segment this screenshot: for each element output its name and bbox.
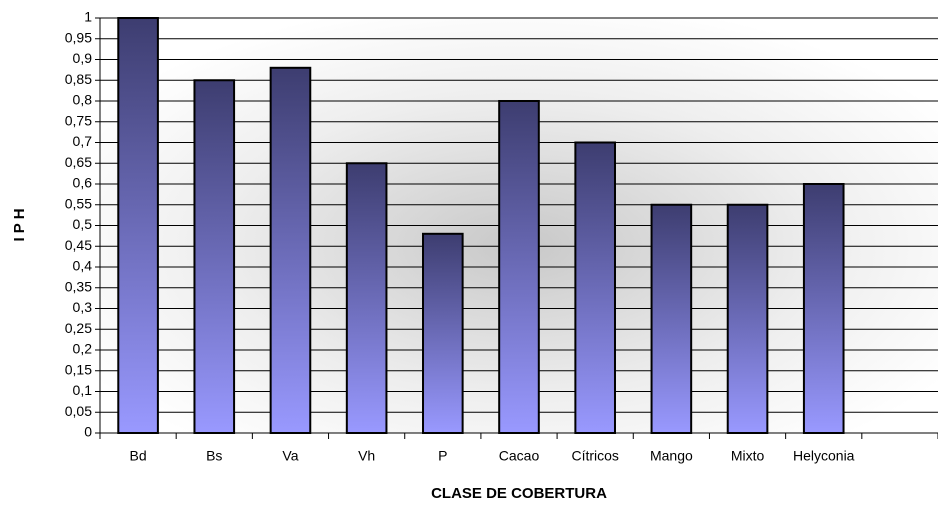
y-tick-label: 0,1 [73,382,93,398]
x-axis-title: CLASE DE COBERTURA [431,485,607,502]
bar [650,203,693,434]
y-tick-label: 0,55 [65,195,92,211]
y-tick-label: 0,5 [73,216,93,232]
x-tick-label: Vh [358,448,375,464]
bar [574,141,616,434]
y-tick-label: 0,2 [73,341,93,357]
y-tick-label: 0 [84,424,92,440]
x-tick-label: Cacao [499,448,540,464]
y-tick-label: 0,95 [65,29,92,45]
y-tick-label: 0,25 [65,320,92,336]
bar [726,203,769,434]
y-axis-title: I P H [11,208,28,241]
y-tick-label: 1 [84,9,92,25]
y-tick-label: 0,3 [73,299,93,315]
x-tick-label: Bs [206,448,222,464]
y-tick-label: 0,4 [73,258,93,274]
y-tick-label: 0,65 [65,154,92,170]
x-tick-label: P [438,448,447,464]
y-tick-label: 0,85 [65,71,92,87]
y-tick-label: 0,05 [65,403,92,419]
y-tick-label: 0,35 [65,278,92,294]
y-tick-label: 0,6 [73,175,93,191]
x-tick-label: Mango [650,448,693,464]
y-tick-label: 0,9 [73,50,93,66]
bar [345,162,388,434]
x-tick-label: Cítricos [571,448,618,464]
x-tick-label: Mixto [731,448,765,464]
bar [269,66,312,435]
bar [193,79,236,434]
bar [498,100,540,434]
x-tick-label: Va [282,448,298,464]
y-tick-label: 0,75 [65,112,92,128]
y-tick-label: 0,7 [73,133,93,149]
y-tick-label: 0,8 [73,92,93,108]
y-tick-label: 0,45 [65,237,92,253]
bar [802,183,845,434]
x-tick-label: Bd [130,448,147,464]
bar [117,17,159,434]
x-tick-label: Helyconia [793,448,855,464]
y-tick-label: 0,15 [65,361,92,377]
bar [422,232,464,434]
